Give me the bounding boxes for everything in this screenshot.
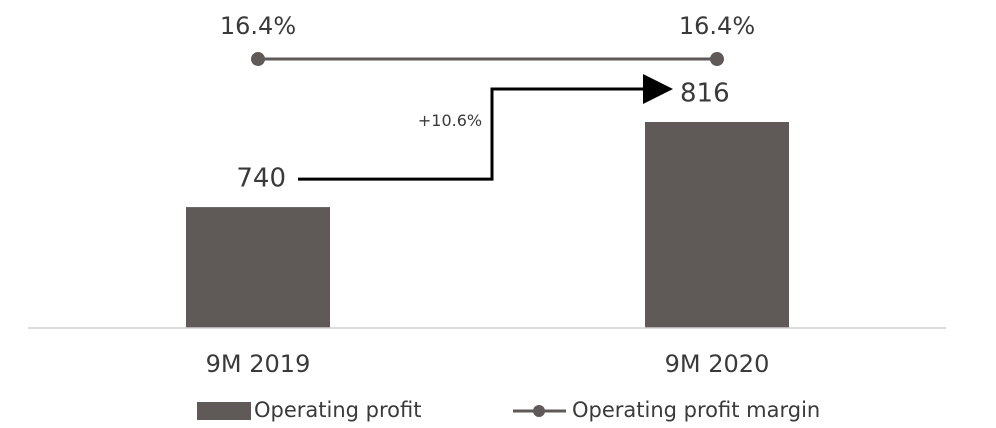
legend-dot [533, 405, 545, 417]
data-label: 16.4% [220, 12, 296, 40]
annotation: +10.6% [418, 111, 482, 130]
data-label: 740 [236, 164, 286, 194]
margin-point [251, 52, 265, 67]
growth-arrow [298, 74, 673, 181]
legend-label: Operating profit [254, 398, 421, 422]
x-tick-label: 9M 2020 [665, 350, 770, 378]
bar [645, 122, 789, 328]
legend-swatch [197, 402, 251, 420]
margin-point [710, 52, 724, 67]
data-label: 816 [680, 79, 730, 109]
legend-label: Operating profit margin [572, 398, 820, 422]
data-label: 16.4% [679, 12, 755, 40]
x-tick-label: 9M 2019 [206, 350, 311, 378]
bar [186, 207, 330, 328]
